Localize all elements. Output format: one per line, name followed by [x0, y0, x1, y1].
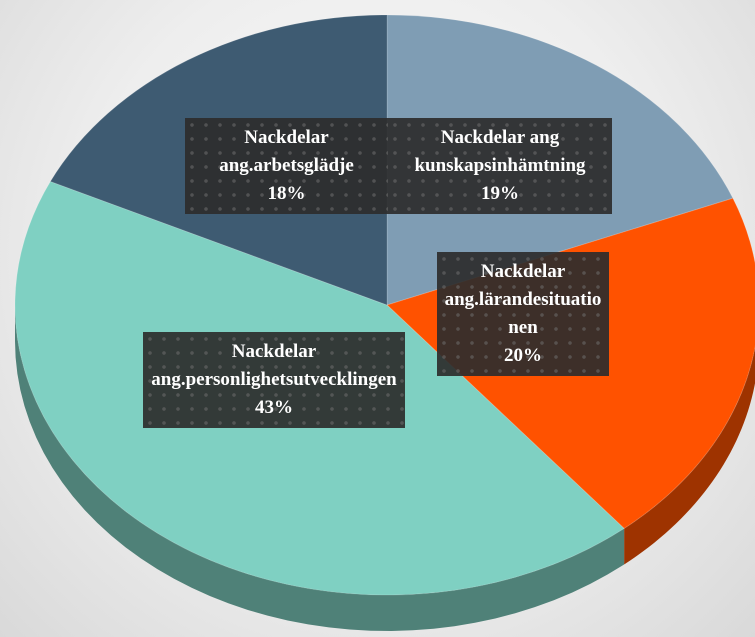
label-category: Nackdelar ang.lärandesituationen: [444, 261, 602, 338]
label-category: Nackdelar ang.personlighetsutvecklingen: [151, 341, 397, 390]
data-label: Nackdelar ang.personlighetsutvecklingen 4…: [143, 332, 405, 428]
label-value: 20%: [504, 345, 542, 366]
slice-side: [624, 347, 755, 565]
label-value: 43%: [255, 397, 293, 418]
label-category: Nackdelar ang.arbetsglädje: [219, 127, 354, 176]
slice-side: [15, 305, 625, 631]
label-value: 19%: [481, 183, 519, 204]
data-label: Nackdelar ang.arbetsglädje 18%: [185, 118, 388, 214]
data-label: Nackdelar ang.lärandesituationen 20%: [437, 252, 609, 376]
label-category: Nackdelar ang kunskapsinhämtning: [414, 127, 586, 176]
label-value: 18%: [267, 183, 306, 204]
data-label: Nackdelar ang kunskapsinhämtning 19%: [388, 118, 612, 214]
